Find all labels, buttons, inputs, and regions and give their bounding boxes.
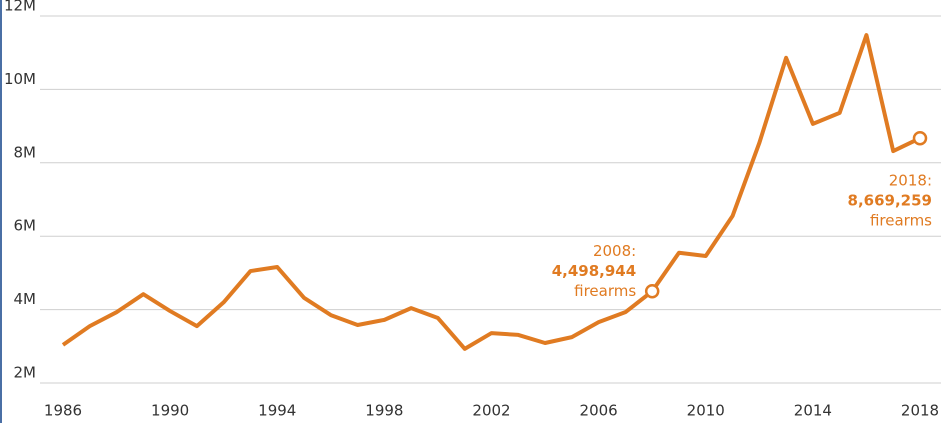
x-tick-label: 2010 <box>687 402 725 420</box>
x-tick-label: 2014 <box>794 402 832 420</box>
y-tick-label: 8M <box>14 143 37 161</box>
x-tick-label: 1994 <box>258 402 296 420</box>
x-tick-label: 1986 <box>44 402 82 420</box>
x-tick-label: 2002 <box>472 402 510 420</box>
x-tick-label: 2006 <box>580 402 618 420</box>
x-tick-label: 1998 <box>365 402 403 420</box>
annotation-value: 4,498,944 <box>552 262 636 280</box>
line <box>61 33 921 351</box>
annotation-title: 2008: <box>593 242 636 260</box>
x-tick-label: 2018 <box>901 402 939 420</box>
highlight-point <box>912 130 928 146</box>
y-tick-label: 4M <box>14 290 37 308</box>
annotation-unit: firearms <box>574 282 636 300</box>
y-tick-label: 12M <box>4 0 36 15</box>
y-tick-label: 6M <box>14 217 37 235</box>
y-tick-label: 2M <box>14 364 37 382</box>
annotation-value: 8,669,259 <box>848 192 932 210</box>
y-tick-label: 10M <box>4 70 36 88</box>
x-tick-label: 1990 <box>151 402 189 420</box>
annotation-title: 2018: <box>889 172 932 190</box>
highlight-point <box>644 284 660 299</box>
annotation-unit: firearms <box>870 212 932 230</box>
